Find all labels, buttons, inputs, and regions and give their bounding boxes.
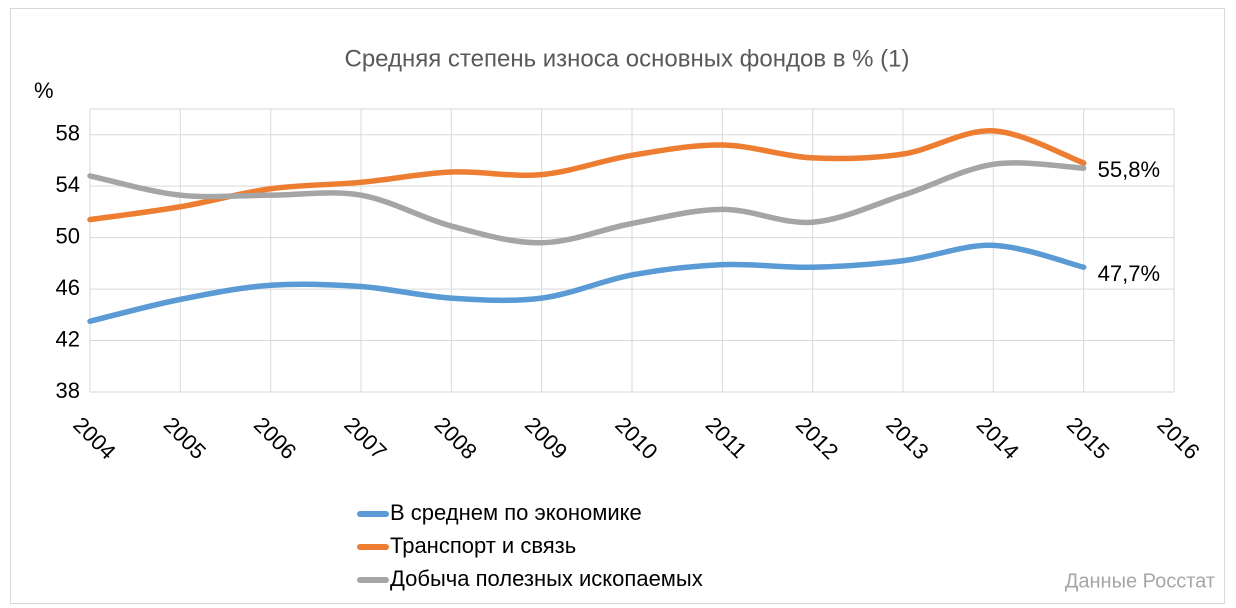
y-tick-label: 42 xyxy=(56,326,80,351)
y-tick-label: 50 xyxy=(56,223,80,248)
y-tick-label: 54 xyxy=(56,172,80,197)
source-note: Данные Росстат xyxy=(1065,570,1215,592)
legend-label: Транспорт и связь xyxy=(390,533,576,558)
series-line xyxy=(87,160,1087,246)
data-label: 47,7% xyxy=(1098,261,1160,286)
y-axis-label: % xyxy=(34,78,54,103)
legend-label: В среднем по экономике xyxy=(390,500,642,525)
series-line xyxy=(87,128,1087,223)
y-tick-label: 38 xyxy=(56,378,80,403)
y-tick-label: 46 xyxy=(56,275,80,300)
y-tick-label: 58 xyxy=(56,121,80,146)
data-label: 55,8% xyxy=(1098,157,1160,182)
chart-title: Средняя степень износа основных фондов в… xyxy=(344,45,909,72)
series-line xyxy=(87,242,1087,324)
legend-label: Добыча полезных ископаемых xyxy=(390,566,703,591)
chart-border xyxy=(10,8,1225,604)
